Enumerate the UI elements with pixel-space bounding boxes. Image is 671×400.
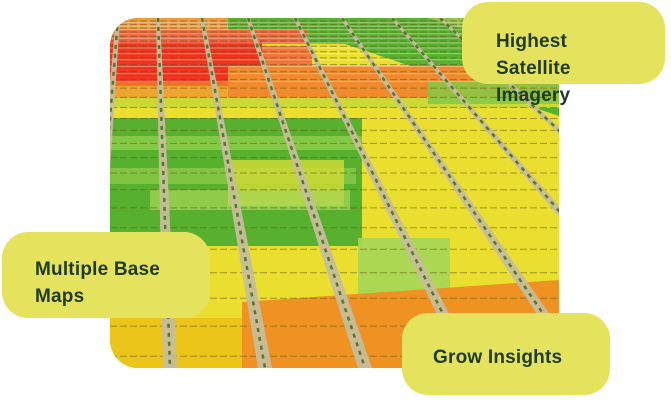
feature-card-grow-insights: Grow Insights	[402, 313, 610, 395]
feature-card-label-line: Highest Satellite	[496, 31, 571, 79]
feature-card-label-line: Imagery	[496, 85, 571, 106]
feature-card-label-line: Grow Insights	[433, 347, 563, 368]
feature-card-highest-satellite-imagery: Highest Satellite Imagery	[462, 2, 665, 106]
feature-card-label-line: Maps	[35, 286, 85, 307]
feature-card-multiple-base-maps: Multiple Base Maps	[2, 232, 210, 318]
feature-card-label-line: Multiple Base	[35, 259, 161, 280]
